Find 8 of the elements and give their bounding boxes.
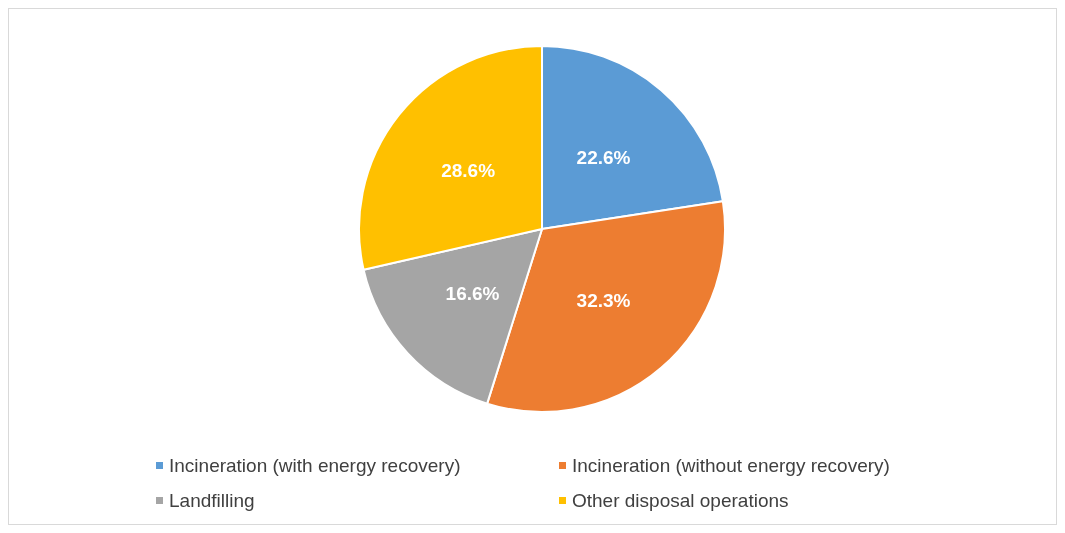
legend-label: Other disposal operations	[572, 490, 789, 511]
legend-label: Incineration (without energy recovery)	[572, 455, 890, 476]
data-label: 28.6%	[441, 159, 496, 181]
legend-label: Landfilling	[169, 490, 255, 511]
data-label: 22.6%	[576, 146, 631, 168]
legend-label: Incineration (with energy recovery)	[169, 455, 461, 476]
data-label: 16.6%	[445, 282, 500, 304]
data-label: 32.3%	[576, 290, 631, 312]
